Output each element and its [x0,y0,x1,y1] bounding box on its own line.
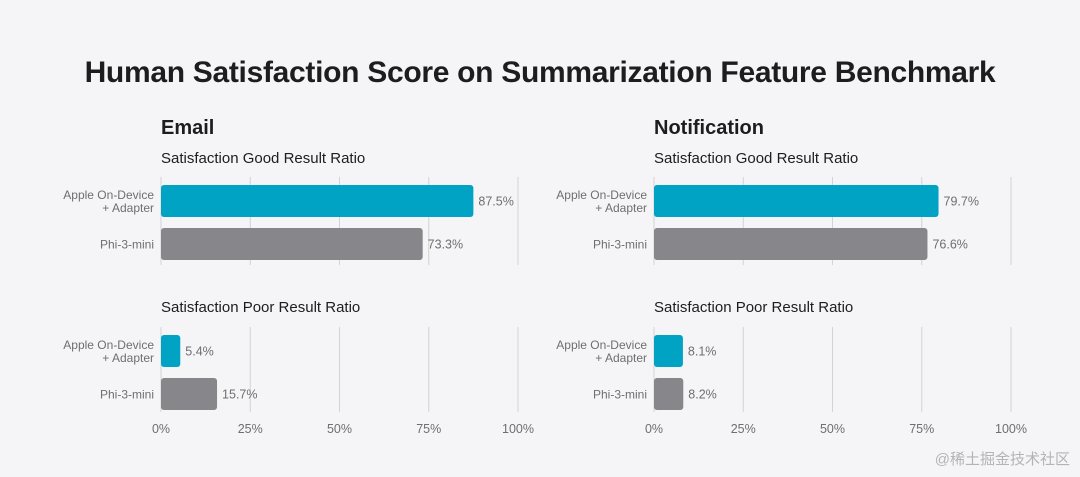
x-tick-label: 50% [327,422,352,436]
bar-value-label: 79.7% [944,195,979,209]
chart-subtitle: Satisfaction Poor Result Ratio [161,299,360,316]
bar-apple-on-device [161,335,181,367]
category-label: Apple On-Device [63,188,154,202]
category-label: + Adapter [102,351,154,365]
bar-value-label: 76.6% [932,238,967,252]
bar-value-label: 5.4% [185,345,214,359]
chart-main-title: Human Satisfaction Score on Summarizatio… [84,56,996,89]
x-tick-label: 75% [416,422,441,436]
category-label: Phi-3-mini [593,238,647,252]
bar-apple-on-device [654,335,683,367]
x-tick-label: 50% [820,422,845,436]
bar-value-label: 15.7% [222,388,257,402]
bar-value-label: 8.1% [688,345,717,359]
chart-subtitle: Satisfaction Good Result Ratio [654,150,858,167]
chart-subtitle: Satisfaction Poor Result Ratio [654,299,853,316]
bar-value-label: 73.3% [428,238,463,252]
watermark: @稀土掘金技术社区 [934,451,1070,468]
category-label: + Adapter [595,351,647,365]
category-label: Phi-3-mini [593,388,647,402]
panel-title-notification: Notification [654,117,764,139]
bar-phi-3-mini [161,378,218,410]
chart-subtitle: Satisfaction Good Result Ratio [161,150,365,167]
category-label: Apple On-Device [556,188,647,202]
x-tick-label: 75% [909,422,934,436]
category-label: Apple On-Device [63,338,154,352]
bar-phi-3-mini [654,378,684,410]
category-label: + Adapter [595,201,647,215]
x-tick-label: 25% [731,422,756,436]
x-tick-label: 100% [995,422,1027,436]
bar-phi-3-mini [161,228,423,260]
panel-title-email: Email [161,117,214,139]
x-tick-label: 0% [152,422,170,436]
x-tick-label: 25% [238,422,263,436]
bar-apple-on-device [654,185,939,217]
x-tick-label: 0% [645,422,663,436]
category-label: Phi-3-mini [100,238,154,252]
category-label: + Adapter [102,201,154,215]
category-label: Apple On-Device [556,338,647,352]
bar-value-label: 87.5% [478,195,513,209]
x-tick-label: 100% [502,422,534,436]
bar-apple-on-device [161,185,474,217]
category-label: Phi-3-mini [100,388,154,402]
bar-value-label: 8.2% [688,388,717,402]
bar-phi-3-mini [654,228,928,260]
